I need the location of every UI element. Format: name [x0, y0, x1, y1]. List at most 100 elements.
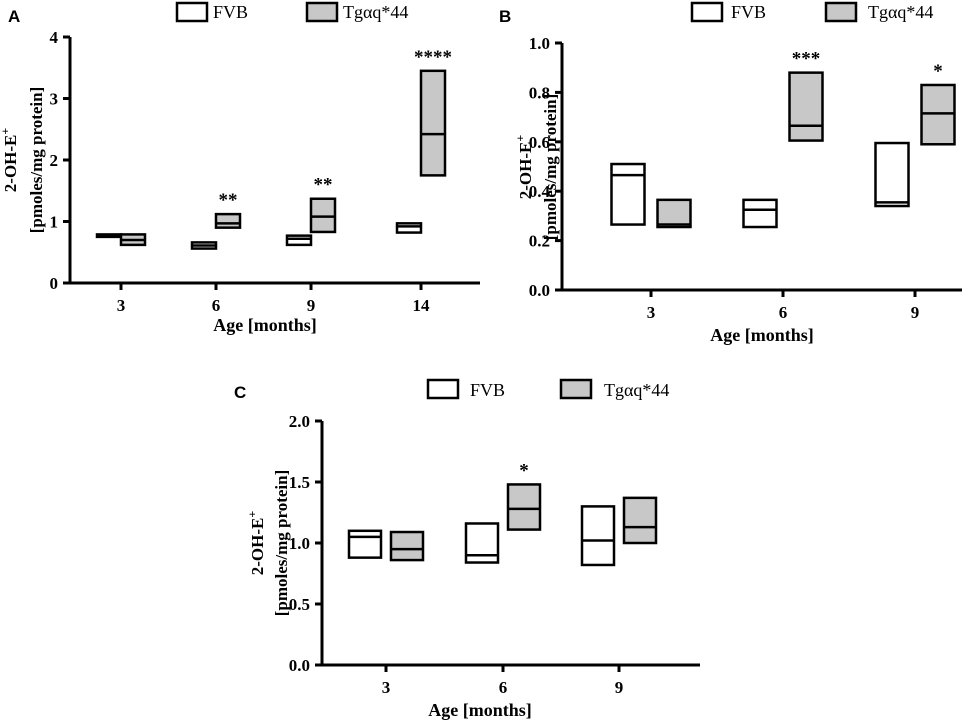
box-rect: [285, 234, 313, 247]
y-tick-label: 0.5: [289, 595, 310, 614]
panel-b: B FVB Tgαq*440.00.20.40.60.81.03 6 9****Age …: [499, 1, 962, 345]
y-tick-label: 0.0: [529, 281, 550, 300]
x-tick-label: 3: [647, 303, 656, 322]
y-tick-label: 3: [50, 90, 59, 109]
y-tick-label: 1.5: [289, 473, 310, 492]
box-fvb-9: [874, 141, 910, 208]
x-tick-label: 6: [212, 296, 221, 315]
legend-swatch-tg: [305, 1, 339, 23]
legend-label-tg: Tgαq*44: [604, 380, 669, 400]
legend-swatch-fvb: [175, 1, 209, 23]
box-fvb-6: [190, 241, 218, 250]
box-rect: [788, 71, 824, 142]
y-axis-title-superscript: +: [245, 511, 259, 518]
box-fvb-6: [742, 198, 778, 229]
box-tg-9: [622, 496, 658, 545]
y-tick-label: 0: [50, 274, 59, 293]
legend-label-tg: Tgαq*44: [868, 2, 933, 22]
panel-letter: B: [499, 7, 511, 26]
y-tick-label: 0.6: [529, 133, 550, 152]
box-tg-6: [506, 483, 542, 531]
y-tick-label: 2.0: [289, 412, 310, 431]
significance-marker: ****: [414, 47, 452, 68]
box-fvb-3: [610, 162, 646, 226]
box-tg-14: [419, 69, 447, 177]
box-fvb-3: [347, 529, 383, 559]
x-axis-title: Age [months]: [710, 325, 814, 345]
panel-c: C FVB Tgαq*44 0.0 0.5 1.0 1.5 2.0 3 6 9 * Age [month…: [234, 378, 700, 720]
box-fvb-6: [464, 522, 500, 564]
y-tick-label: 0.2: [529, 232, 550, 251]
y-tick-label: 1.0: [529, 34, 550, 53]
significance-marker: ***: [792, 49, 821, 70]
legend-swatch-tg: [824, 1, 858, 23]
y-axis-title-line1: 2-OH-E+: [0, 128, 20, 193]
box-fvb-9: [285, 234, 313, 247]
x-tick-label: 14: [413, 296, 431, 315]
y-tick-label: 1.0: [289, 534, 310, 553]
y-axis-title-line2: [pmoles/mg protein]: [272, 470, 291, 617]
y-tick-label: 1: [50, 213, 59, 232]
box-tg-3: [656, 198, 692, 229]
box-rect: [580, 505, 616, 567]
significance-marker: *: [933, 61, 943, 82]
box-rect: [742, 198, 778, 229]
box-tg-3: [119, 233, 147, 247]
legend-label-fvb: FVB: [213, 2, 248, 22]
x-tick-label: 3: [382, 678, 391, 697]
legend-swatch-tg: [559, 378, 593, 400]
box-fvb-14: [395, 222, 423, 234]
box-rect: [506, 483, 542, 531]
legend-swatch-fvb: [426, 378, 460, 400]
y-axis-title-line2: [pmoles/mg protein]: [27, 87, 46, 234]
x-tick-label: 6: [499, 678, 508, 697]
box-rect: [419, 69, 447, 177]
y-axis-title-superscript: +: [0, 128, 12, 135]
y-tick-label: 0.8: [529, 83, 550, 102]
legend-swatch-fvb: [690, 1, 724, 23]
y-axis-title-line1: 2-OH-E+: [245, 511, 267, 576]
y-tick-label: 0.0: [289, 656, 310, 675]
y-axis-title-superscript: +: [513, 135, 527, 142]
x-tick-label: 9: [615, 678, 624, 697]
y-tick-label: 2: [50, 151, 59, 170]
significance-marker: **: [219, 190, 238, 211]
box-rect: [347, 529, 383, 559]
legend: FVB Tgαq*44: [690, 1, 933, 23]
box-tg-6: [788, 71, 824, 142]
x-tick-label: 6: [779, 303, 788, 322]
box-tg-6: [214, 212, 242, 229]
box-fvb-9: [580, 505, 616, 567]
box-tg-9: [920, 83, 956, 146]
x-axis-title: Age [months]: [428, 700, 532, 720]
x-tick-label: 9: [307, 296, 316, 315]
y-axis-title-line2: [pmoles/mg protein]: [541, 94, 560, 241]
y-tick-label: 0.4: [529, 182, 551, 201]
box-rect: [622, 496, 658, 545]
x-tick-label: 3: [117, 296, 126, 315]
y-axis-title-line1: 2-OH-E+: [513, 135, 535, 200]
box-tg-3: [389, 530, 425, 562]
box-fvb-3: [95, 233, 123, 239]
box-tg-9: [309, 197, 337, 234]
x-axis-title: Age [months]: [213, 315, 317, 335]
x-tick-label: 9: [911, 303, 920, 322]
legend-label-fvb: FVB: [470, 380, 505, 400]
panel-letter: A: [8, 7, 20, 26]
box-rect: [610, 162, 646, 226]
legend: FVB Tgαq*44: [426, 378, 669, 400]
significance-marker: *: [519, 460, 529, 481]
y-tick-label: 4: [50, 28, 59, 47]
box-rect: [656, 198, 692, 229]
significance-marker: **: [314, 175, 333, 196]
legend-label-fvb: FVB: [731, 2, 766, 22]
legend: FVB Tgαq*44: [175, 1, 408, 23]
box-rect: [389, 530, 425, 562]
panel-letter: C: [234, 383, 246, 402]
box-rect: [214, 212, 242, 229]
box-rect: [395, 222, 423, 234]
legend-label-tg: Tgαq*44: [343, 2, 408, 22]
box-rect: [464, 522, 500, 564]
